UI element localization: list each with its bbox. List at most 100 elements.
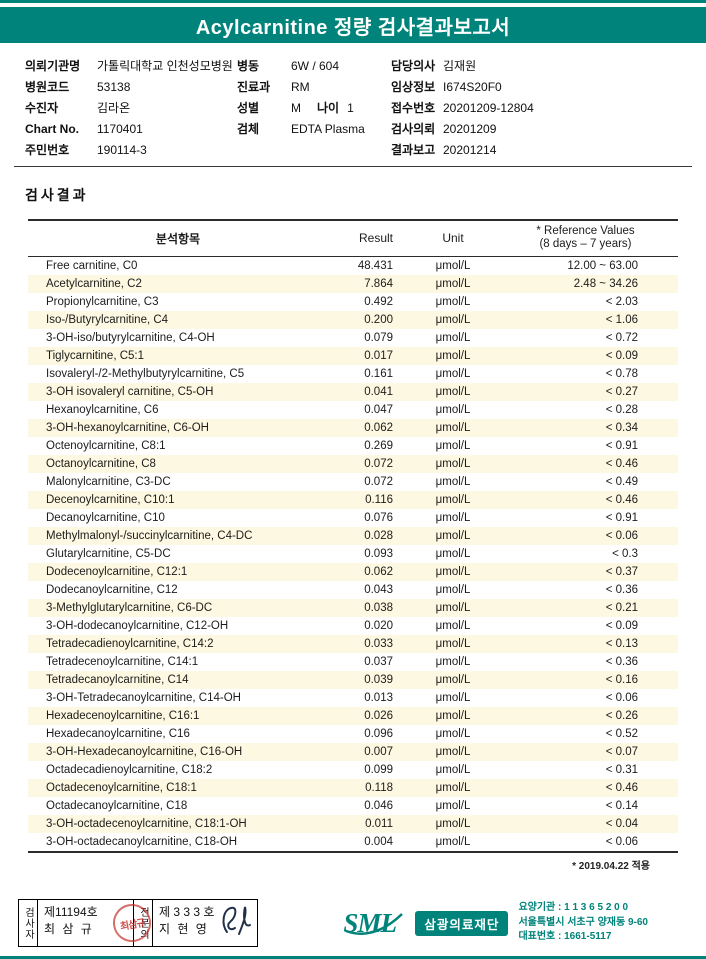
analyte-name: Octadecanoylcarnitine, C18 [46,799,188,812]
chart-no-value: 1170401 [97,121,143,136]
specialist-signature-icon [222,906,251,935]
reference-value: < 0.13 [605,637,638,650]
table-row: Octadecenoylcarnitine, C18:1 0.118 μmol/… [28,778,678,797]
sex-value: M [291,101,301,115]
result-value: 0.047 [364,403,393,416]
reference-header-line1: * Reference Values [536,225,635,238]
care-org-number: 요양기관 : 1 1 3 6 5 2 0 0 [518,902,629,914]
lab-address: 서울특별시 서초구 양재동 9-60 [518,916,648,928]
unit-value: μmol/L [435,349,471,362]
reference-value: < 0.36 [605,655,638,668]
report-date-label: 결과보고 [391,143,436,157]
result-value: 0.046 [364,799,393,812]
analyte-name: 3-Methylglutarylcarnitine, C6-DC [46,601,213,614]
doctor-label: 담당의사 [391,59,436,73]
specialist-name: 지 현 영 [159,922,209,936]
unit-value: μmol/L [435,367,471,380]
result-value: 0.096 [364,727,393,740]
unit-value: μmol/L [435,403,471,416]
unit-value: μmol/L [435,313,471,326]
analyte-name: Methylmalonyl-/succinylcarnitine, C4-DC [46,529,253,542]
lab-contact: 요양기관 : 1 1 3 6 5 2 0 0 서울특별시 서초구 양재동 9-6… [518,901,648,945]
table-row: Tetradecenoylcarnitine, C14:1 0.037 μmol… [28,653,678,671]
department-label: 진료과 [237,80,271,94]
age-value: 1 [347,101,354,115]
reference-value: < 0.06 [605,529,638,542]
table-row: Tetradecanoylcarnitine, C14 0.039 μmol/L… [28,670,678,689]
result-value: 48.431 [357,259,393,272]
result-value: 0.007 [364,745,393,758]
analyte-name: Glutarylcarnitine, C5-DC [46,547,171,560]
patient-name-label: 수진자 [25,101,59,115]
report-date-value: 20201214 [443,142,497,157]
unit-value: μmol/L [435,511,471,524]
clinical-info-value: I674S20F0 [443,79,502,94]
result-value: 0.269 [364,439,393,452]
reference-value: 2.48 ~ 34.26 [573,277,638,290]
ward-value: 6W / 604 [291,58,340,73]
analyte-name: 3-OH-hexanoylcarnitine, C6-OH [46,421,209,434]
unit-value: μmol/L [435,457,471,470]
analyte-name: Iso-/Butyrylcarnitine, C4 [46,313,169,326]
unit-value: μmol/L [435,709,471,722]
lab-identity: SML 삼광의료재단 요양기관 : 1 1 3 6 5 2 0 0 서울특별시 … [343,901,648,945]
result-value: 0.072 [364,457,393,470]
ward-label: 병동 [237,59,260,73]
table-row: Hexadecanoylcarnitine, C16 0.096 μmol/L … [28,725,678,743]
table-row: Octadecanoylcarnitine, C18 0.046 μmol/L … [28,797,678,815]
result-value: 0.041 [364,385,393,398]
reference-value: < 0.26 [605,709,638,722]
reference-value: < 0.91 [605,439,638,452]
patient-info: 의뢰기관명 가톨릭대학교 인천성모병원 병동 6W / 604 담당의사 김재원… [25,55,696,160]
results-table: 분석항목 Result Unit * Reference Values (8 d… [28,219,678,853]
unit-value: μmol/L [435,781,471,794]
reference-value: < 0.27 [605,385,638,398]
column-header-reference: * Reference Values (8 days – 7 years) [513,220,678,256]
table-row: 3-OH-Tetradecanoylcarnitine, C14-OH 0.01… [28,689,678,707]
result-value: 0.004 [364,835,393,848]
result-value: 0.062 [364,565,393,578]
org-value: 가톨릭대학교 인천성모병원 [97,59,233,73]
table-row: Isovaleryl-/2-Methylbutyrylcarnitine, C5… [28,365,678,383]
unit-value: μmol/L [435,763,471,776]
reference-value: < 0.34 [605,421,638,434]
specialist-role-label: 전문의 [134,900,153,946]
analyte-name: Hexanoylcarnitine, C6 [46,403,159,416]
request-date-value: 20201209 [443,121,497,136]
specialist-cell: 제 3 3 3 호 지 현 영 [153,900,257,946]
lab-name-badge: 삼광의료재단 [415,910,509,936]
result-value: 0.039 [364,673,393,686]
table-row: Propionylcarnitine, C3 0.492 μmol/L < 2.… [28,293,678,311]
bottom-rule [0,956,706,959]
table-row: Octadecadienoylcarnitine, C18:2 0.099 μm… [28,761,678,779]
info-divider [14,166,692,167]
hospital-code-value: 53138 [97,79,131,94]
table-header-row: 분석항목 Result Unit * Reference Values (8 d… [28,220,678,256]
reference-value: < 0.49 [605,475,638,488]
column-header-item: 분석항목 [155,231,201,246]
reference-value: < 0.14 [605,799,638,812]
unit-value: μmol/L [435,637,471,650]
clinical-info-label: 임상정보 [391,80,436,94]
analyte-name: Propionylcarnitine, C3 [46,295,159,308]
table-row: Dodecanoylcarnitine, C12 0.043 μmol/L < … [28,581,678,599]
unit-value: μmol/L [435,619,471,632]
result-value: 0.079 [364,331,393,344]
accession-value: 20201209-12804 [443,100,534,115]
reference-value: < 0.31 [605,763,638,776]
specimen-label: 검체 [237,122,260,136]
table-row: 3-Methylglutarylcarnitine, C6-DC 0.038 μ… [28,598,678,617]
reference-value: < 0.06 [605,691,638,704]
table-row: Tiglycarnitine, C5:1 0.017 μmol/L < 0.09 [28,346,678,365]
result-value: 0.492 [364,295,393,308]
specimen-value: EDTA Plasma [291,121,365,136]
table-row: 3-OH-Hexadecanoylcarnitine, C16-OH 0.007… [28,742,678,761]
reference-value: < 0.09 [605,349,638,362]
result-value: 0.038 [364,601,393,614]
analyte-name: Tetradecenoylcarnitine, C14:1 [46,655,199,668]
analyte-name: Hexadecenoylcarnitine, C16:1 [46,709,200,722]
reference-value: < 0.46 [605,493,638,506]
table-row: Free carnitine, C0 48.431 μmol/L 12.00 ~… [28,256,678,275]
sml-logo-text: SML [343,908,397,938]
table-row: Methylmalonyl-/succinylcarnitine, C4-DC … [28,526,678,545]
